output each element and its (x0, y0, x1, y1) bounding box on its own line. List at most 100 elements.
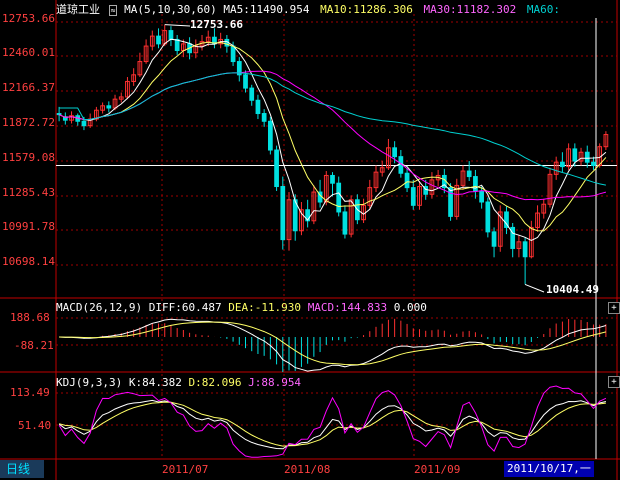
candle-body (522, 241, 528, 258)
kdj-j-line (58, 385, 607, 458)
candle-body (143, 45, 149, 63)
low-price-marker: 10404.49 (546, 283, 599, 296)
candle-body (261, 113, 267, 122)
ma5-value: MA5:11490.954 (223, 3, 310, 16)
macd-diff: DIFF:60.487 (148, 301, 222, 314)
macd-axis-label: -88.21 (14, 339, 54, 352)
candle-body (566, 148, 571, 168)
price-axis-label: 11872.72 (2, 116, 55, 129)
header-bar: 道琼工业 ≈ MA(5,10,30,60) MA5:11490.954 MA10… (56, 1, 560, 16)
high-price-marker: 12753.66 (190, 18, 243, 31)
candle-body (286, 199, 292, 241)
candle-body (572, 148, 578, 162)
candle-body (448, 187, 453, 217)
candle-body (504, 211, 509, 228)
candle-body (466, 170, 472, 178)
price-axis-label: 11579.08 (2, 151, 55, 164)
index-title: 道琼工业 (56, 3, 100, 16)
kdj-k-line (58, 399, 607, 450)
price-axis-label: 12166.37 (2, 81, 55, 94)
candle-body (578, 151, 584, 162)
candle-body (535, 212, 540, 228)
high-marker-line (164, 24, 191, 27)
candle-body (497, 211, 503, 247)
candle-body (62, 116, 68, 121)
x-axis-date: 2011/08 (284, 463, 331, 476)
ma60-value: MA60: (526, 3, 560, 16)
candle-body (94, 109, 99, 120)
ma60-line (59, 72, 606, 186)
candle-body (205, 36, 211, 43)
ma-icon[interactable]: ≈ (108, 5, 118, 16)
candle-body (553, 161, 559, 175)
candle-body (417, 186, 422, 206)
candle-body (386, 147, 391, 169)
candle-body (516, 241, 522, 249)
candle-body (479, 190, 484, 203)
kdj-d-line (58, 401, 606, 447)
price-axis-label: 11285.43 (2, 186, 55, 199)
kdj-axis-label: 113.49 (10, 386, 50, 399)
candle-body (454, 184, 460, 217)
candle-body (81, 120, 87, 127)
candle-body (584, 151, 590, 163)
price-axis-label: 12460.01 (2, 46, 55, 59)
candle-body (392, 147, 397, 158)
ma10-value: MA10:11286.306 (320, 3, 413, 16)
candle-body (560, 161, 565, 168)
candle-body (249, 87, 255, 101)
macd-header: MACD(26,12,9) DIFF:60.487 DEA:-11.930 MA… (56, 301, 427, 314)
candle-body (460, 170, 466, 186)
ma-settings-label: MA(5,10,30,60) (124, 3, 217, 16)
candle-body (410, 187, 416, 206)
candle-body (125, 80, 130, 98)
kdj-expand-button[interactable]: + (608, 376, 620, 388)
candle-body (149, 35, 155, 47)
candle-body (510, 226, 516, 249)
candle-body (473, 176, 478, 192)
candle-body (137, 61, 143, 76)
candle-body (348, 199, 354, 235)
kdj-j: J:88.954 (248, 376, 302, 389)
candle-body (280, 186, 286, 241)
low-marker-line (524, 283, 545, 293)
candle-body (323, 174, 329, 203)
candle-body (541, 203, 547, 214)
candle-body (330, 174, 335, 184)
kdj-d: D:82.096 (188, 376, 242, 389)
candle-body (243, 74, 248, 89)
candle-body (379, 167, 385, 173)
candle-body (591, 161, 596, 167)
candle-body (429, 179, 435, 195)
kdj-header: KDJ(9,3,3) K:84.382 D:82.096 J:88.954 (56, 376, 301, 389)
macd-expand-button[interactable]: + (608, 302, 620, 314)
macd-diff-line (59, 318, 607, 372)
price-axis-label: 10991.78 (2, 220, 55, 233)
candle-body (168, 30, 174, 40)
price-axis-label: 12753.66 (2, 12, 55, 25)
candle-body (268, 120, 273, 151)
macd-axis-label: 188.68 (10, 311, 50, 324)
price-axis-label: 10698.14 (2, 255, 55, 268)
candle-body (336, 182, 342, 213)
macd-zero: 0.000 (393, 301, 427, 314)
candle-body (118, 96, 124, 100)
kdj-label: KDJ(9,3,3) (56, 376, 123, 389)
candle-body (299, 209, 304, 232)
candle-body (100, 105, 105, 111)
ma30-value: MA30:11182.302 (423, 3, 517, 16)
candle-body (311, 191, 317, 222)
candle-body (423, 186, 429, 195)
period-tab-daily[interactable]: 日线 (0, 460, 44, 478)
candle-body (547, 173, 553, 205)
candle-body (491, 231, 497, 247)
kdj-k: K:84.382 (128, 376, 182, 389)
candle-body (485, 201, 491, 233)
macd-value: MACD:144.833 (307, 301, 388, 314)
candle-body (56, 113, 62, 116)
candle-body (174, 38, 180, 51)
candle-body (342, 211, 348, 235)
candle-body (528, 226, 534, 258)
x-axis-date: 2011/07 (162, 463, 209, 476)
